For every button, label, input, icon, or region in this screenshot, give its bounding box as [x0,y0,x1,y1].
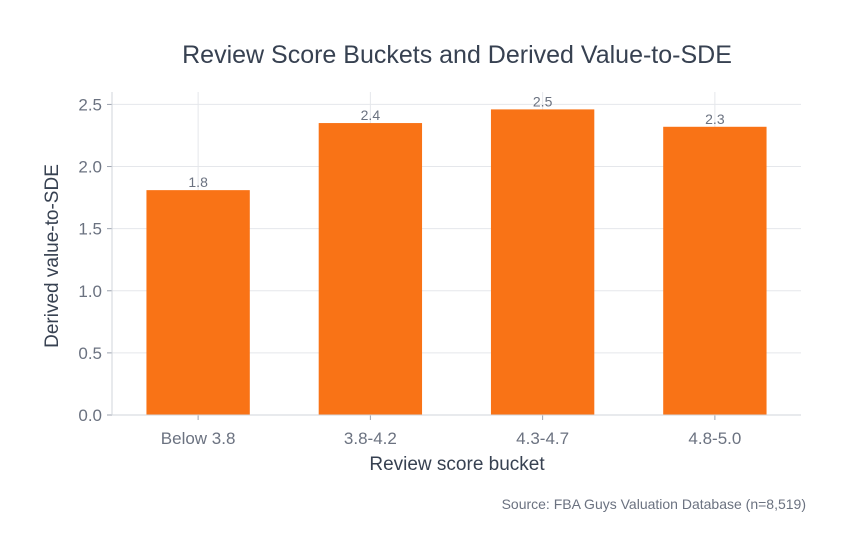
data-label: 2.5 [533,93,553,109]
y-tick-label: 2.5 [78,95,102,114]
x-tick-label: Below 3.8 [161,429,236,448]
source-note: Source: FBA Guys Valuation Database (n=8… [502,496,806,512]
y-tick-label: 2.0 [78,158,102,177]
y-tick-label: 0.0 [78,406,102,425]
y-axis-label: Derived value-to-SDE [42,164,63,348]
data-label: 2.3 [705,111,725,127]
data-label: 1.8 [188,174,208,190]
bars: 1.8 2.4 2.5 2.3 [146,93,767,416]
x-tick-label: 4.8-5.0 [688,429,741,448]
y-tick-label: 1.0 [78,282,102,301]
x-tick-label: 3.8-4.2 [344,429,397,448]
bar [146,190,250,415]
x-tick-label: 4.3-4.7 [516,429,569,448]
axes: 0.0 0.5 1.0 1.5 2.0 2.5 Below 3.8 3.8-4.2 4.3-4.… [78,92,801,448]
bar [490,109,595,416]
y-tick-label: 1.5 [78,220,102,239]
bar [318,123,423,416]
chart-title: Review Score Buckets and Derived Value-t… [182,41,732,69]
x-axis-label: Review score bucket [369,454,545,475]
data-label: 2.4 [361,107,381,123]
y-tick-label: 0.5 [78,344,102,363]
bar [663,126,767,416]
